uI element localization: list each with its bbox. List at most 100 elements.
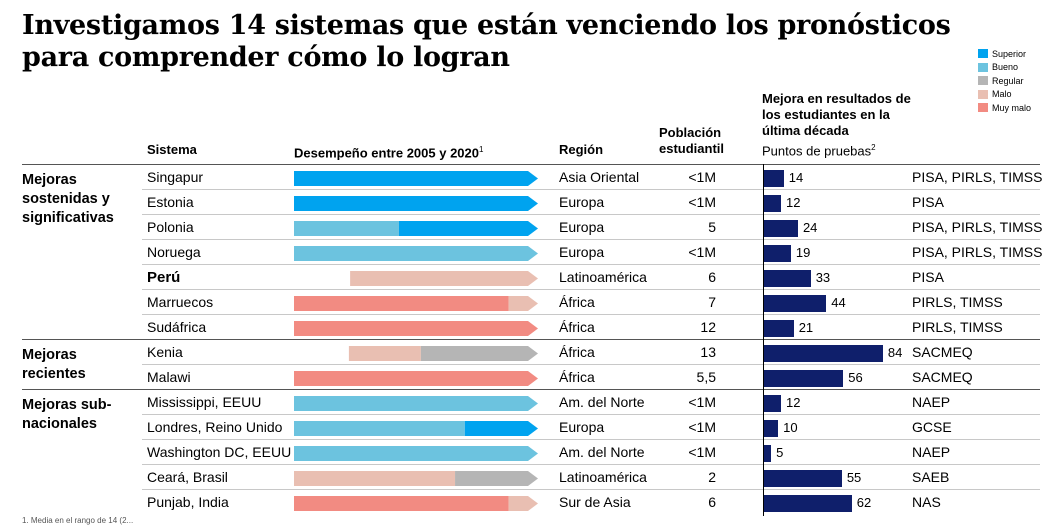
performance-segment-regular bbox=[455, 471, 538, 486]
tests-cell: PIRLS, TIMSS bbox=[912, 319, 1003, 335]
region-cell: Latinoamérica bbox=[559, 269, 647, 285]
legend-label: Bueno bbox=[992, 62, 1019, 73]
legend-swatch bbox=[978, 103, 988, 113]
performance-segment-malo bbox=[508, 296, 538, 311]
row-divider bbox=[142, 289, 1040, 290]
performance-segment-muy-malo bbox=[294, 496, 509, 511]
improvement-value-label: 21 bbox=[798, 320, 814, 335]
system-name: Noruega bbox=[147, 244, 201, 260]
table-row: Estonia Europa <1M 12 PISA bbox=[0, 190, 1056, 215]
region-cell: Europa bbox=[559, 219, 605, 235]
row-divider bbox=[22, 389, 1040, 390]
table-row: Polonia Europa 5 24 PISA, PIRLS, TIMSS bbox=[0, 215, 1056, 240]
header-population: Población estudiantil bbox=[659, 125, 725, 156]
improvement-bar bbox=[764, 295, 827, 312]
performance-segment-malo bbox=[350, 271, 538, 286]
table-row: Malawi África 5,5 56 SACMEQ bbox=[0, 365, 1056, 390]
performance-bar bbox=[294, 471, 538, 486]
region-cell: África bbox=[559, 319, 595, 335]
header-improvement: Mejora en resultados de los estudiantes … bbox=[762, 91, 911, 138]
improvement-bar bbox=[764, 495, 852, 512]
performance-segment-bueno bbox=[294, 446, 538, 461]
performance-bar bbox=[294, 421, 538, 436]
legend-item-superior: Superior bbox=[978, 47, 1031, 61]
population-cell: <1M bbox=[688, 169, 716, 185]
performance-bar bbox=[294, 371, 538, 386]
performance-bar bbox=[294, 396, 538, 411]
performance-segment-bueno bbox=[294, 221, 399, 236]
performance-segment-malo bbox=[348, 346, 421, 361]
table-row: Kenia África 13 84 SACMEQ bbox=[0, 340, 1056, 365]
improvement-value-label: 14 bbox=[788, 170, 804, 185]
tests-cell: PISA, PIRLS, TIMSS bbox=[912, 219, 1043, 235]
performance-bar bbox=[294, 346, 538, 361]
performance-segment-malo bbox=[508, 496, 538, 511]
region-cell: África bbox=[559, 294, 595, 310]
improvement-bar bbox=[764, 370, 844, 387]
row-divider bbox=[142, 464, 1040, 465]
legend-item-regular: Regular bbox=[978, 74, 1031, 88]
performance-segment-muy-malo bbox=[294, 371, 538, 386]
system-name: Mississippi, EEUU bbox=[147, 394, 262, 410]
header-improvement-sub: Puntos de pruebas2 bbox=[762, 140, 876, 159]
performance-bar bbox=[294, 296, 538, 311]
table-row: Mississippi, EEUU Am. del Norte <1M 12 NAEP bbox=[0, 390, 1056, 415]
row-divider bbox=[142, 264, 1040, 265]
system-name: Malawi bbox=[147, 369, 191, 385]
population-cell: 6 bbox=[708, 269, 716, 285]
population-cell: <1M bbox=[688, 194, 716, 210]
system-name: Sudáfrica bbox=[147, 319, 207, 335]
region-cell: Europa bbox=[559, 194, 605, 210]
improvement-bar bbox=[764, 320, 794, 337]
table-row: Washington DC, EEUU Am. del Norte <1M 5 NAEP bbox=[0, 440, 1056, 465]
system-name: Washington DC, EEUU bbox=[147, 444, 292, 460]
improvement-value-label: 55 bbox=[846, 470, 862, 485]
group-label-subnacionales: Mejoras sub-nacionales bbox=[22, 397, 112, 432]
performance-bar bbox=[294, 496, 538, 511]
tests-cell: NAEP bbox=[912, 444, 951, 460]
legend-label: Muy malo bbox=[992, 102, 1032, 113]
improvement-value-label: 19 bbox=[795, 245, 811, 260]
population-cell: 13 bbox=[700, 344, 716, 360]
tests-cell: PISA bbox=[912, 194, 944, 210]
region-cell: África bbox=[559, 344, 595, 360]
tests-cell: PIRLS, TIMSS bbox=[912, 294, 1003, 310]
legend: Superior Bueno Regular Malo Muy malo bbox=[978, 47, 1031, 115]
legend-item-muy-malo: Muy malo bbox=[978, 101, 1031, 115]
group-label-recientes: Mejoras recientes bbox=[22, 347, 86, 382]
header-improvement-sub-text: Puntos de pruebas bbox=[762, 143, 872, 159]
performance-bar bbox=[294, 246, 538, 261]
legend-swatch bbox=[978, 62, 988, 72]
legend-swatch bbox=[978, 89, 988, 99]
legend-swatch bbox=[978, 76, 988, 86]
table-row: Perú Latinoamérica 6 33 PISA bbox=[0, 265, 1056, 290]
row-divider bbox=[142, 439, 1040, 440]
improvement-value-label: 33 bbox=[815, 270, 831, 285]
row-divider bbox=[142, 314, 1040, 315]
population-cell: 6 bbox=[708, 494, 716, 510]
legend-swatch bbox=[978, 49, 988, 59]
performance-bar bbox=[294, 321, 538, 336]
performance-segment-bueno bbox=[294, 246, 538, 261]
system-name: Punjab, India bbox=[147, 494, 229, 510]
tests-cell: NAS bbox=[912, 494, 941, 510]
tests-cell: PISA bbox=[912, 269, 944, 285]
performance-segment-malo bbox=[294, 471, 456, 486]
legend-label: Superior bbox=[992, 48, 1027, 59]
performance-bar bbox=[294, 196, 538, 211]
population-cell: 5 bbox=[708, 219, 716, 235]
header-region: Región bbox=[559, 142, 604, 157]
table-row: Singapur Asia Oriental <1M 14 PISA, PIRLS, T… bbox=[0, 165, 1056, 190]
performance-bar bbox=[294, 171, 538, 186]
system-name: Polonia bbox=[147, 219, 194, 235]
system-name: Estonia bbox=[147, 194, 194, 210]
region-cell: Europa bbox=[559, 419, 605, 435]
legend-item-malo: Malo bbox=[978, 88, 1031, 102]
region-cell: África bbox=[559, 369, 595, 385]
performance-bar bbox=[294, 221, 538, 236]
system-name: Kenia bbox=[147, 344, 183, 360]
improvement-value-label: 12 bbox=[785, 395, 801, 410]
population-cell: <1M bbox=[688, 244, 716, 260]
population-cell: <1M bbox=[688, 419, 716, 435]
row-divider bbox=[142, 189, 1040, 190]
